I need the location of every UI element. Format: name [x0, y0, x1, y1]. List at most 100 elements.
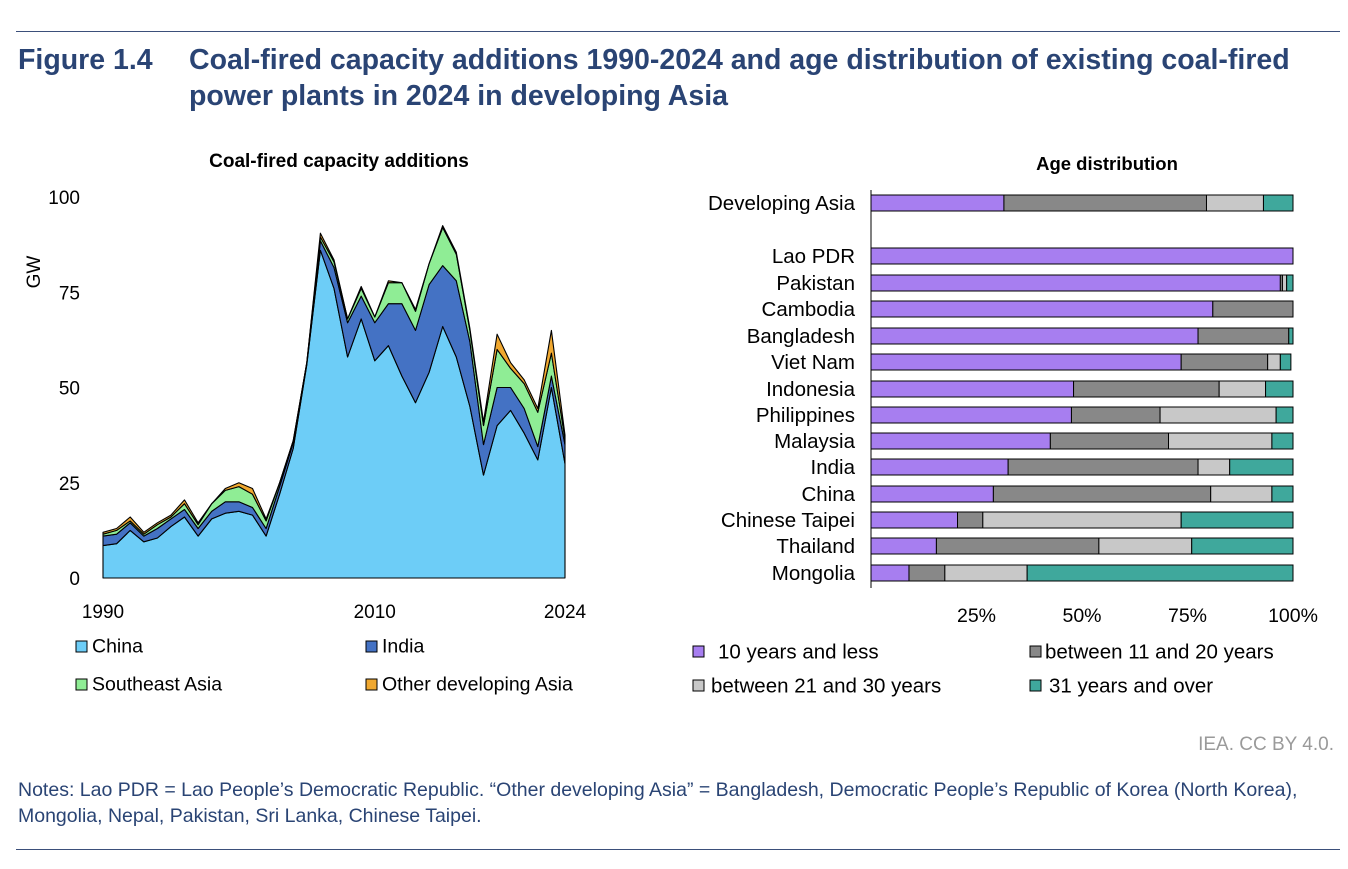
bar-segment-31-years-and-over	[1180, 511, 1294, 529]
bar-segment-31-years-and-over	[1288, 327, 1294, 345]
area-y-tick-label: 100	[48, 188, 80, 209]
capacity-additions-chart: Coal-fired capacity additions GW 0 25 50 75…	[24, 151, 587, 696]
bar-segment-between-11-and-20-years	[1070, 406, 1161, 424]
area-legend-swatch	[75, 640, 88, 653]
bar-segment-between-21-and-30-years	[1197, 458, 1231, 476]
bar-category-label: India	[811, 456, 856, 479]
bar-category-label: Pakistan	[776, 272, 855, 295]
bar-segment-10-years-and-less	[870, 300, 1214, 318]
bar-segment-31-years-and-over	[1275, 406, 1294, 424]
bar-category-label: Thailand	[776, 535, 855, 558]
bar-segment-between-11-and-20-years	[1212, 300, 1294, 318]
bar-series-group	[870, 194, 1294, 582]
bar-chart-axes: Developing Asia Lao PDR Pakistan Cambodia Ba…	[708, 190, 1318, 627]
bar-segment-between-21-and-30-years	[1159, 406, 1277, 424]
area-legend-label: Southeast Asia	[92, 674, 222, 696]
bar-segment-between-11-and-20-years	[935, 537, 1100, 555]
bar-x-tick-label: 75%	[1168, 605, 1207, 627]
area-y-tick-label: 75	[59, 283, 80, 304]
bar-segment-between-21-and-30-years	[982, 511, 1182, 529]
bar-segment-10-years-and-less	[870, 406, 1072, 424]
bar-x-tick-label: 50%	[1062, 605, 1101, 627]
bar-segment-between-21-and-30-years	[1281, 274, 1288, 292]
bar-segment-between-21-and-30-years	[1098, 537, 1193, 555]
bar-category-label: Bangladesh	[747, 325, 855, 348]
area-chart-legend: China India Southeast Asia Other developing…	[75, 636, 573, 696]
credit-text: IEA. CC BY 4.0.	[1198, 734, 1334, 755]
area-y-tick-label: 25	[59, 474, 80, 495]
bar-segment-between-21-and-30-years	[1210, 485, 1273, 503]
bar-segment-between-21-and-30-years	[1205, 194, 1264, 212]
bar-x-tick-label: 100%	[1268, 605, 1318, 627]
bar-segment-between-11-and-20-years	[1180, 353, 1269, 371]
area-x-tick-label: 2024	[544, 602, 587, 623]
bar-legend-label: 10 years and less	[718, 641, 879, 664]
area-chart-title: Coal-fired capacity additions	[209, 151, 469, 172]
area-y-tick-label: 0	[69, 569, 80, 590]
area-series-other-developing-asia	[102, 225, 566, 535]
bar-segment-31-years-and-over	[1229, 458, 1294, 476]
area-chart-y-axis-label: GW	[24, 256, 45, 289]
bar-segment-between-21-and-30-years	[944, 564, 1028, 582]
bar-category-label: Philippines	[756, 404, 855, 427]
area-y-tick-label: 50	[59, 379, 80, 400]
bar-segment-10-years-and-less	[870, 511, 959, 529]
area-legend-label: India	[382, 636, 424, 658]
area-chart-axes: 0 25 50 75 100 1990 2010 2024	[48, 188, 586, 623]
bar-segment-10-years-and-less	[870, 432, 1051, 450]
bar-segment-10-years-and-less	[870, 353, 1182, 371]
bar-segment-31-years-and-over	[1191, 537, 1294, 555]
bar-legend-swatch	[692, 679, 705, 692]
bar-legend-swatch	[692, 645, 705, 658]
bar-category-label: Indonesia	[766, 378, 856, 401]
bar-segment-between-11-and-20-years	[1073, 380, 1220, 398]
area-series-group	[102, 225, 566, 579]
bar-segment-10-years-and-less	[870, 194, 1005, 212]
area-x-tick-label: 1990	[82, 602, 124, 623]
bar-legend-label: between 21 and 30 years	[711, 675, 941, 698]
bar-category-label: Malaysia	[774, 430, 855, 453]
bar-segment-31-years-and-over	[1026, 564, 1294, 582]
bar-category-label: Mongolia	[772, 562, 856, 585]
bar-segment-between-11-and-20-years	[908, 564, 946, 582]
bar-segment-between-21-and-30-years	[1267, 353, 1281, 371]
bar-segment-31-years-and-over	[1286, 274, 1294, 292]
bar-legend-swatch	[1029, 679, 1042, 692]
area-legend-swatch	[75, 678, 88, 691]
bar-segment-10-years-and-less	[870, 564, 910, 582]
bar-legend-label: 31 years and over	[1049, 675, 1213, 698]
area-legend-swatch	[365, 678, 378, 691]
bar-legend-label: between 11 and 20 years	[1045, 641, 1274, 664]
bar-segment-10-years-and-less	[870, 485, 994, 503]
bar-segment-31-years-and-over	[1271, 432, 1294, 450]
age-distribution-chart: Age distribution Developing Asia Lao PDR P…	[692, 153, 1318, 698]
figure-notes: Notes: Lao PDR = Lao People’s Democratic…	[18, 779, 1298, 827]
bar-x-tick-label: 25%	[957, 605, 996, 627]
bar-category-label: Developing Asia	[708, 192, 856, 215]
bar-segment-10-years-and-less	[870, 458, 1009, 476]
top-rule	[16, 31, 1340, 32]
area-x-tick-label: 2010	[354, 602, 396, 623]
bar-segment-between-11-and-20-years	[1003, 194, 1207, 212]
figure-title-text: Coal-fired capacity additions 1990-2024 …	[189, 44, 1290, 112]
area-legend-label: China	[92, 636, 143, 658]
bar-category-label: Cambodia	[762, 298, 856, 321]
bar-category-label: Lao PDR	[772, 245, 855, 268]
bar-segment-31-years-and-over	[1271, 485, 1294, 503]
bar-segment-10-years-and-less	[870, 380, 1075, 398]
bar-segment-between-21-and-30-years	[1218, 380, 1267, 398]
figure-number: Figure 1.4	[18, 44, 153, 76]
bar-chart-legend: 10 years and less between 11 and 20 years…	[692, 641, 1274, 698]
bar-segment-between-11-and-20-years	[957, 511, 984, 529]
bottom-rule	[16, 849, 1340, 850]
bar-segment-between-11-and-20-years	[1049, 432, 1170, 450]
bar-category-label: Viet Nam	[771, 351, 855, 374]
bar-category-label: China	[801, 483, 855, 506]
bar-legend-swatch	[1029, 645, 1042, 658]
bar-segment-10-years-and-less	[870, 327, 1199, 345]
bar-category-label: Chinese Taipei	[721, 509, 855, 532]
bar-chart-title: Age distribution	[1036, 153, 1178, 174]
bar-segment-between-11-and-20-years	[1197, 327, 1290, 345]
bar-segment-between-11-and-20-years	[992, 485, 1212, 503]
